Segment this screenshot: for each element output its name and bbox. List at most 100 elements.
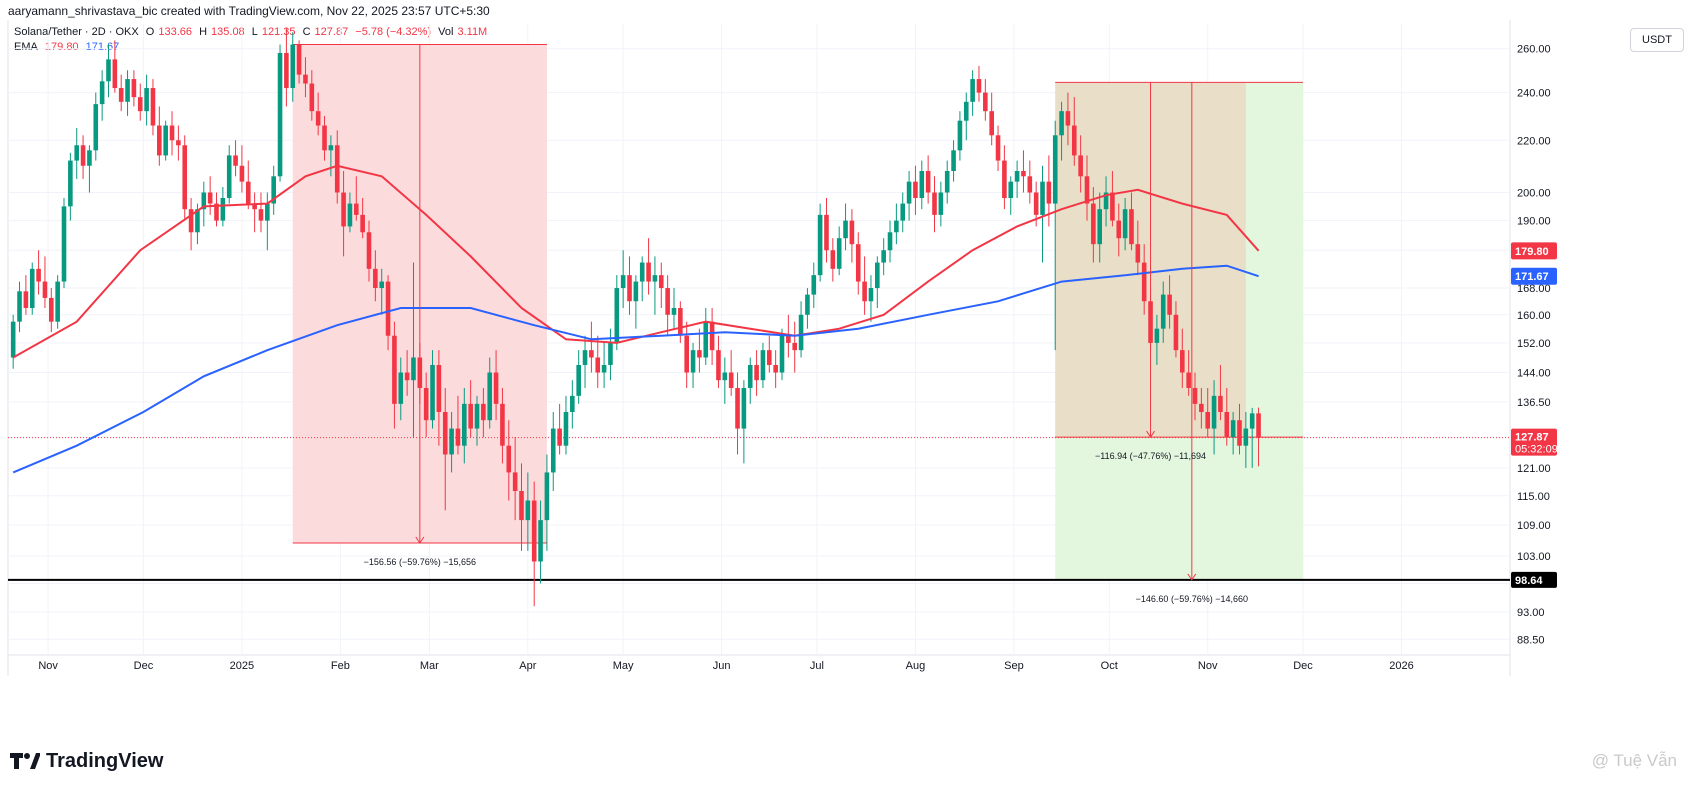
candle-body [169, 125, 175, 141]
candle [1027, 160, 1033, 204]
candle [106, 44, 111, 98]
candle [125, 70, 130, 116]
candle [906, 171, 912, 221]
candle [392, 321, 397, 429]
candle [1014, 160, 1020, 199]
candle-body [42, 281, 48, 298]
candle [220, 187, 226, 227]
candle-body [1218, 395, 1223, 412]
candle [493, 350, 499, 421]
candle-body [684, 335, 689, 373]
candle [1110, 171, 1115, 227]
candle [1002, 145, 1007, 210]
y-tick-label: 115.00 [1517, 491, 1550, 503]
ohlc-legend: Solana/Tether · 2D · OKX O 133.66 H 135.08… [14, 26, 491, 38]
candle [118, 74, 124, 112]
candle [881, 238, 886, 276]
candle-body [932, 192, 937, 215]
candle [525, 472, 531, 551]
candle-body [10, 321, 16, 358]
candle [989, 92, 994, 146]
currency-unit-button[interactable]: USDT [1630, 28, 1684, 52]
candle-body [557, 428, 562, 446]
candle [811, 262, 817, 308]
candle [1173, 301, 1179, 358]
candle-body [760, 350, 766, 381]
candle-body [919, 171, 925, 199]
candle [1116, 203, 1122, 257]
candle-body [487, 372, 493, 421]
candle-body [773, 364, 778, 373]
candle-body [957, 120, 963, 151]
x-tick-label: Sep [1004, 660, 1024, 672]
candle-body [868, 288, 874, 302]
x-tick-label: Aug [906, 660, 926, 672]
candle-body [741, 387, 747, 429]
candle-body [379, 281, 385, 289]
candle-body [849, 220, 855, 245]
candle-body [1040, 181, 1045, 215]
candle-body [125, 79, 130, 102]
candle-body [824, 214, 829, 251]
candle [1129, 192, 1134, 251]
candle-body [1065, 111, 1071, 126]
candle [678, 301, 683, 343]
candle [188, 198, 194, 251]
countdown-tag: 05:32:09 [1515, 444, 1558, 456]
candle-body [220, 198, 226, 221]
measure-arrow-2-head [1146, 430, 1155, 438]
candle [1141, 244, 1147, 315]
candle [976, 65, 982, 102]
candle-body [430, 364, 435, 421]
price-chart[interactable]: −156.56 (−59.76%) −15,656 −116.94 (−47.76… [0, 0, 1697, 745]
support-tag-bg [1511, 571, 1557, 588]
candle [182, 135, 188, 221]
candle-body [633, 281, 639, 302]
candle [932, 176, 937, 233]
candle [1167, 275, 1172, 329]
candle [68, 152, 73, 221]
candle [328, 135, 334, 177]
candle-body [258, 209, 264, 221]
candle-body [61, 206, 67, 282]
open-label: O [145, 26, 155, 38]
candle-body [468, 403, 473, 429]
candle [1059, 101, 1064, 161]
candle [1084, 155, 1090, 221]
candle-body [1160, 294, 1166, 329]
candle [735, 372, 740, 455]
watermark: @ Tuệ Vẫn [1591, 751, 1677, 770]
candle-body [1211, 395, 1217, 429]
candle-body [951, 150, 956, 172]
candle [646, 238, 651, 295]
candle [887, 220, 893, 263]
candle [557, 403, 562, 455]
candle [963, 92, 969, 141]
candle-body [303, 74, 308, 84]
candle [1230, 411, 1236, 455]
high-value: 135.08 [211, 26, 245, 38]
y-tick-label: 190.00 [1517, 216, 1551, 228]
candle [442, 387, 448, 511]
x-tick-label: Jul [810, 660, 824, 672]
candle [531, 481, 537, 607]
candle-body [398, 372, 404, 404]
candle [1103, 176, 1109, 227]
high-label: H [199, 26, 208, 38]
candle [17, 281, 22, 333]
candle [87, 145, 92, 193]
candle [80, 135, 86, 179]
candle-body [163, 125, 168, 156]
candle [207, 176, 213, 215]
candle [792, 321, 798, 373]
ema-slow-tag-bg [1511, 267, 1557, 285]
candle [747, 357, 753, 404]
candle [385, 275, 391, 351]
candle [131, 70, 137, 107]
x-tick-label: Oct [1101, 660, 1118, 672]
candle-body [798, 314, 804, 351]
candle-body [1014, 171, 1020, 182]
candle-body [703, 321, 709, 358]
candle-body [1059, 111, 1064, 136]
ema-slow-line [12, 264, 1259, 474]
